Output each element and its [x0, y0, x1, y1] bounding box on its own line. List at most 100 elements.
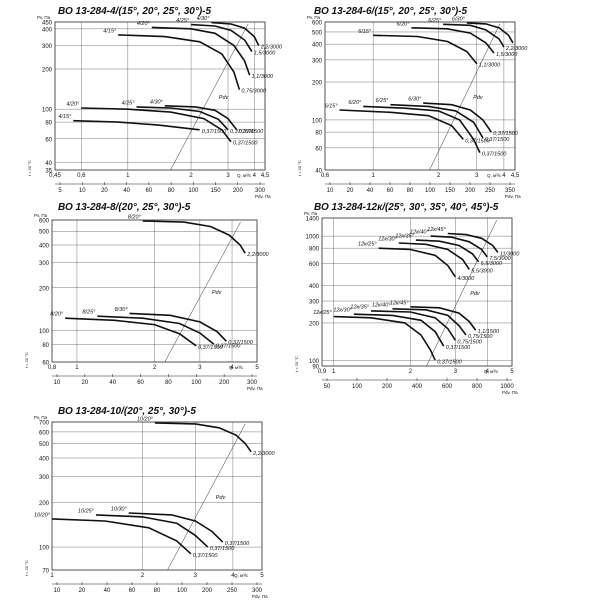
series-label: 4/20° — [66, 102, 80, 108]
pdv-line — [164, 221, 241, 363]
q-tick-label: 3 — [198, 365, 202, 371]
y-tick-label: 100 — [309, 359, 320, 365]
motor-label: 11/3000 — [500, 251, 520, 257]
chart-svg: 700 600 500 400 300 200 100 701 2 3 4 5 Q, м³/с Pv, П… — [24, 415, 275, 599]
series-curve — [415, 239, 480, 263]
y-tick-label: 40 — [315, 169, 322, 175]
t-label: t = 20 °С — [24, 560, 29, 576]
q-tick-label: 4,5 — [511, 173, 520, 179]
pdv-tick-label: 600 — [442, 384, 453, 390]
q-tick-label: 0,6 — [77, 173, 86, 179]
y-tick-label: 60 — [42, 361, 49, 367]
motor-label: 0,75/1500 — [468, 334, 493, 340]
motor-label: 5,5/3000 — [481, 261, 503, 267]
q-tick-label: 0,6 — [321, 173, 330, 179]
y-tick-label: 80 — [315, 131, 322, 137]
q-tick-label: 2 — [189, 173, 193, 179]
pdv-tick-label: 300 — [247, 380, 258, 386]
y-tick-label: 1000 — [306, 235, 320, 241]
pdv-tick-label: 100 — [191, 380, 202, 386]
pdv-tick-label: 60 — [146, 188, 153, 194]
q-axis-label: Q, м³/с — [237, 173, 252, 178]
motor-label: 2,2/3000 — [505, 46, 528, 52]
pdv-line-label: Pdv — [216, 495, 227, 501]
motor-label: 2,2/3000 — [252, 451, 275, 457]
pdv-tick-label: 300 — [255, 188, 266, 194]
series-label: 6/30° — [452, 16, 466, 22]
pdv-tick-label: 20 — [79, 588, 86, 594]
series-label: 4/30° — [150, 99, 164, 105]
motor-label: 0,37/1500 — [210, 546, 235, 552]
series-curve — [378, 247, 457, 278]
q-tick-label: 4 — [502, 173, 506, 179]
pdv-tick-label: 800 — [472, 384, 483, 390]
y-tick-label: 100 — [39, 546, 50, 552]
pdv-axis-label: Pdv, Па — [505, 194, 521, 199]
pdv-line — [170, 23, 249, 171]
y-tick-label: 100 — [39, 329, 50, 335]
pdv-tick-label: 100 — [188, 188, 199, 194]
pdv-line — [167, 423, 246, 571]
y-tick-label: 300 — [309, 300, 320, 306]
series-curve — [430, 235, 488, 258]
y-tick-label: 200 — [39, 286, 50, 292]
y-tick-label: 400 — [42, 27, 53, 33]
q-tick-label: 1 — [75, 365, 79, 371]
pdv-tick-label: 100 — [177, 588, 188, 594]
series-curve — [190, 23, 253, 53]
pdv-tick-label: 300 — [252, 588, 263, 594]
series-curve — [392, 308, 467, 336]
series-label: 8/30° — [115, 307, 129, 313]
pdv-tick-label: 200 — [202, 588, 213, 594]
pdv-axis-label: Pdv, Па — [252, 594, 268, 599]
motor-label: 0,37/1500 — [482, 152, 507, 158]
series-curve — [466, 22, 514, 44]
q-axis-label: Q, м³/с — [234, 573, 249, 578]
series-curve — [411, 27, 495, 54]
q-tick-label: 0,9 — [318, 369, 327, 375]
t-label: t = 20 °С — [297, 160, 302, 176]
y-tick-label: 500 — [312, 30, 323, 36]
motor-label: 0,37/1500 — [230, 129, 255, 135]
motor-label: 0,37/1500 — [193, 553, 218, 559]
series-label: 6/25° — [375, 98, 389, 104]
y-tick-label: 600 — [39, 219, 50, 225]
motor-label: 0,37/1500 — [216, 343, 241, 349]
y-axis-label: Pv, Па — [34, 415, 48, 420]
chart-panel-6: ВО 13-284-6/(15°, 20°, 25°, 30°)-5 600 50… — [297, 0, 600, 200]
series-curve — [154, 422, 252, 453]
t-label: t = 20 °С — [294, 356, 299, 372]
q-tick-label: 3 — [226, 173, 230, 179]
pdv-line — [429, 23, 501, 171]
pdv-tick-label: 150 — [211, 188, 222, 194]
series-curve — [73, 119, 200, 131]
q-axis-label: Q, м³/с — [487, 173, 502, 178]
chart-panel-12k: ВО 13-284-12к/(25°, 30°, 35°, 40°, 45°)-… — [294, 198, 600, 398]
chart-title: ВО 13-284-4/(15°, 20°, 25°, 30°)-5 — [58, 6, 212, 17]
q-tick-label: 3 — [475, 173, 479, 179]
q-tick-label: 5 — [260, 573, 264, 579]
pdv-line-label: Pdv — [219, 95, 230, 101]
chart-title: ВО 13-284-10/(20°, 25°, 30°)-5 — [58, 406, 196, 417]
series-label: 12к/30° — [333, 308, 352, 314]
series-label: 6/25° — [428, 18, 442, 24]
pdv-tick-label: 60 — [387, 188, 394, 194]
motor-label: 0,37/1500 — [225, 541, 250, 547]
chart-panel-8: ВО 13-284-8/(20°, 25°, 30°)-5 600 500 400 3… — [0, 198, 300, 398]
series-curve — [151, 26, 251, 76]
series-curve — [410, 306, 477, 331]
y-tick-label: 200 — [39, 501, 50, 507]
series-label: 12к/45° — [427, 227, 446, 233]
y-tick-label: 60 — [45, 137, 52, 143]
q-tick-label: 0,8 — [48, 365, 57, 371]
series-label: 12к/40° — [372, 302, 391, 308]
motor-label: 0,37/1500 — [493, 131, 518, 137]
series-label: 6/20° — [348, 100, 362, 106]
pdv-tick-label: 10 — [79, 188, 86, 194]
y-tick-label: 300 — [39, 261, 50, 267]
y-tick-label: 70 — [42, 569, 49, 575]
series-label: 6/15° — [358, 29, 372, 35]
motor-label: 0,37/1500 — [446, 345, 471, 351]
